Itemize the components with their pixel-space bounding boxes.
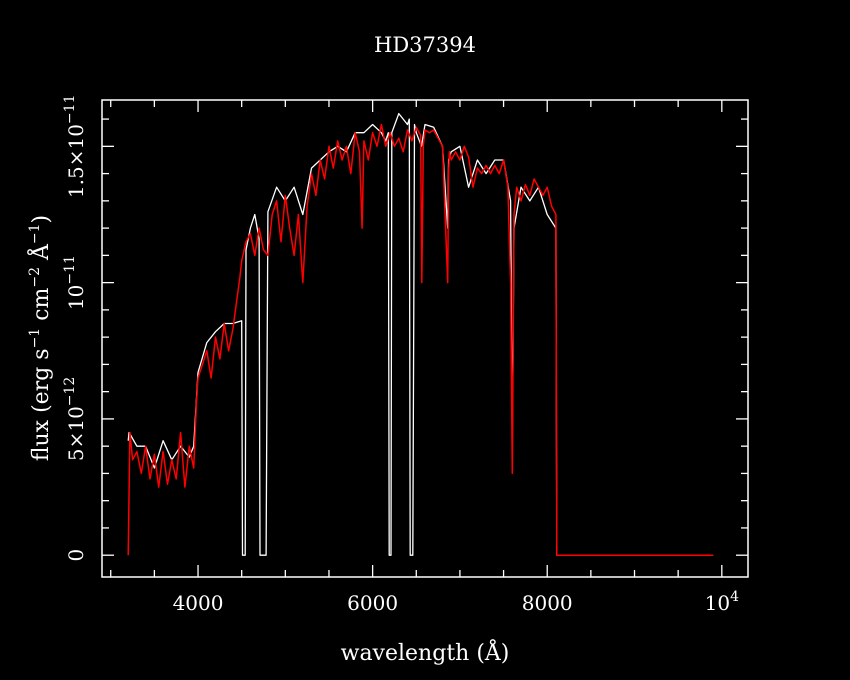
y-axis-label-main: flux (erg s — [29, 348, 54, 461]
y-axis-label: flux (erg s−1 cm−2 Å−1) — [26, 215, 54, 461]
y-axis-label-exp-3: −1 — [27, 223, 43, 244]
series-line-1 — [127, 112, 714, 556]
y-tick-label-1: 5×10−12 — [62, 377, 88, 461]
y-tick-label-exp: −11 — [62, 95, 78, 125]
y-tick-label-text: 5×10 — [64, 406, 88, 461]
x-axis-label: wavelength (Å) — [341, 638, 510, 666]
y-axis-label-exp-1: −1 — [27, 328, 43, 349]
y-axis-label-end: ) — [29, 215, 54, 224]
y-tick-label-2: 10−11 — [62, 255, 88, 310]
x-tick-label-exp: 4 — [730, 589, 739, 605]
y-axis-label-exp-2: −2 — [27, 267, 43, 288]
ticks-layer — [102, 100, 748, 577]
series-layer — [127, 112, 714, 556]
y-axis-label-mid-2: Å — [26, 243, 54, 267]
x-tick-label-10: 104 — [705, 589, 739, 615]
x-tick-label-text: 10 — [705, 591, 730, 615]
y-tick-label-text: 0 — [64, 549, 88, 562]
x-tick-label-4000: 4000 — [173, 591, 224, 615]
plot-frame — [101, 99, 749, 578]
y-tick-label-3: 1.5×10−11 — [62, 95, 88, 199]
x-tick-label-8000: 8000 — [522, 591, 573, 615]
y-tick-label-exp: −11 — [62, 255, 78, 285]
y-tick-label-text: 10 — [64, 285, 88, 310]
series-line-2 — [127, 123, 714, 556]
y-tick-label-text: 1.5×10 — [64, 124, 88, 198]
chart-title: HD37394 — [374, 33, 476, 57]
x-tick-label-text: 4000 — [173, 591, 224, 615]
x-tick-label-text: 6000 — [347, 591, 398, 615]
x-tick-label-text: 8000 — [522, 591, 573, 615]
x-tick-label-6000: 6000 — [347, 591, 398, 615]
y-tick-label-exp: −12 — [62, 377, 78, 407]
y-tick-label-0: 0 — [64, 549, 88, 562]
y-axis-label-mid-1: cm — [29, 287, 54, 327]
